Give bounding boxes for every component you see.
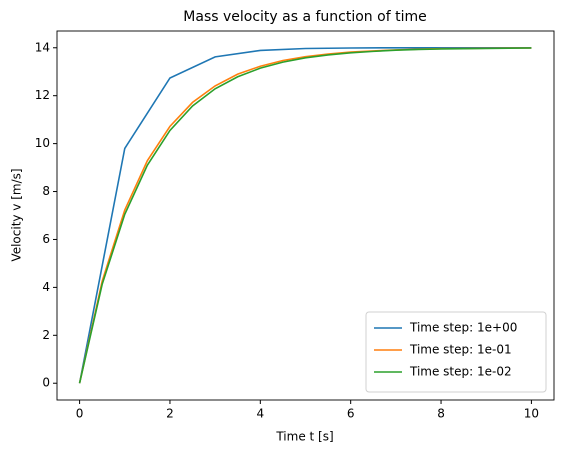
x-tick-label: 10 — [524, 407, 539, 421]
x-tick-label: 8 — [437, 407, 445, 421]
x-axis-label: Time t [s] — [275, 430, 333, 444]
y-tick-label: 4 — [42, 280, 50, 294]
y-tick-label: 10 — [35, 136, 50, 150]
y-tick-label: 0 — [42, 376, 50, 390]
plot-frame — [56, 30, 555, 401]
series-line — [78, 47, 532, 384]
chart-title: Mass velocity as a function of time — [183, 9, 426, 25]
legend-label: Time step: 1e-02 — [409, 365, 512, 379]
x-tick-label: 0 — [76, 407, 84, 421]
x-tick-label: 2 — [166, 407, 174, 421]
y-tick-label: 2 — [42, 328, 50, 342]
y-tick-label: 14 — [35, 40, 50, 54]
x-tick-label: 4 — [256, 407, 264, 421]
legend-box — [365, 311, 547, 393]
x-tick-label: 6 — [347, 407, 355, 421]
y-tick-label: 12 — [35, 88, 50, 102]
y-tick-label: 6 — [42, 232, 50, 246]
y-axis-label: Velocity v [m/s] — [10, 168, 24, 261]
y-tick-label: 8 — [42, 184, 50, 198]
legend-label: Time step: 1e+00 — [409, 321, 517, 335]
legend-label: Time step: 1e-01 — [409, 343, 512, 357]
